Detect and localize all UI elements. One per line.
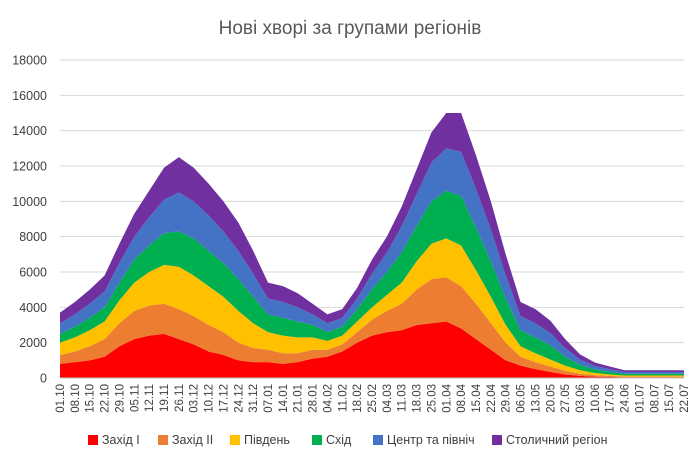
x-tick-label: 01.10 [55, 384, 67, 413]
area-series-3 [60, 238, 684, 377]
x-tick-label: 29.10 [114, 384, 126, 413]
x-tick-label: 22.10 [100, 384, 112, 413]
legend-swatch-6 [492, 435, 502, 445]
y-tick-label: 6000 [19, 266, 47, 280]
area-series-2 [60, 277, 684, 378]
y-tick-label: 12000 [12, 160, 47, 174]
x-tick-label: 08.07 [649, 384, 661, 413]
x-tick-label: 04.03 [382, 384, 394, 413]
x-tick-label: 01.04 [441, 383, 453, 412]
x-tick-label: 17.12 [218, 384, 230, 413]
x-tick-label: 05.11 [129, 384, 141, 412]
legend: Захід I Захід II Південь Схід Центр та півні… [88, 433, 608, 447]
legend-swatch-2 [158, 435, 168, 445]
legend-swatch-4 [312, 435, 322, 445]
x-tick-label: 22.07 [679, 384, 691, 413]
y-tick-label: 14000 [12, 124, 47, 138]
x-tick-label: 14.01 [278, 384, 290, 413]
x-tick-label: 18.03 [412, 384, 424, 413]
y-tick-label: 0 [40, 372, 47, 386]
x-tick-label: 10.06 [590, 384, 602, 413]
x-tick-label: 11.02 [337, 384, 349, 412]
x-tick-label: 17.06 [605, 384, 617, 413]
x-tick-label: 13.05 [530, 384, 542, 413]
x-tick-label: 28.01 [308, 384, 320, 413]
x-tick-label: 25.03 [426, 384, 438, 413]
x-tick-label: 08.10 [70, 384, 82, 413]
x-tick-label: 04.02 [322, 384, 334, 413]
legend-label-3: Південь [244, 433, 290, 447]
y-tick-label: 16000 [12, 89, 47, 103]
legend-label-4: Схід [326, 433, 352, 447]
x-tick-label: 15.04 [471, 383, 483, 412]
y-tick-label: 8000 [19, 230, 47, 244]
x-tick-label: 03.12 [189, 384, 201, 413]
x-tick-label: 31.12 [248, 384, 260, 413]
x-tick-label: 21.01 [293, 384, 305, 413]
legend-label-2: Захід II [172, 433, 213, 447]
x-tick-label: 18.02 [352, 384, 364, 413]
area-series-layer [60, 113, 684, 378]
area-series-1 [60, 321, 684, 378]
chart-title: Нові хворі за групами регіонів [219, 18, 482, 39]
x-tick-label: 03.06 [575, 384, 587, 413]
x-tick-label: 25.02 [367, 384, 379, 413]
x-tick-label: 06.05 [516, 384, 528, 413]
x-tick-label: 01.07 [634, 384, 646, 413]
area-series-6 [60, 113, 684, 372]
x-tick-label: 19.11 [159, 384, 171, 412]
y-tick-label: 10000 [12, 195, 47, 209]
x-tick-label: 15.07 [664, 384, 676, 413]
legend-label-6: Столичний регіон [506, 433, 608, 447]
x-tick-label: 10.12 [204, 384, 216, 413]
legend-label-1: Захід I [102, 433, 140, 447]
x-tick-label: 20.05 [545, 384, 557, 413]
x-tick-label: 22.04 [486, 383, 498, 412]
y-tick-label: 18000 [12, 54, 47, 68]
y-tick-label: 4000 [19, 301, 47, 315]
legend-swatch-5 [373, 435, 383, 445]
x-tick-label: 15.10 [85, 384, 97, 413]
legend-swatch-3 [230, 435, 240, 445]
x-tick-label: 07.01 [263, 384, 275, 413]
y-tick-label: 2000 [19, 336, 47, 350]
legend-swatch-1 [88, 435, 98, 445]
axes: 0 2000 4000 6000 8000 10000 12000 14000 16000 180… [12, 54, 691, 413]
x-tick-label: 26.11 [174, 384, 186, 412]
legend-label-5: Центр та північ [387, 433, 475, 447]
x-tick-label: 29.04 [501, 383, 513, 412]
x-tick-label: 11.03 [397, 384, 409, 412]
x-tick-label: 24.06 [620, 384, 632, 413]
x-tick-label: 27.05 [560, 384, 572, 413]
x-tick-label: 12.11 [144, 384, 156, 412]
x-tick-label: 08.04 [456, 383, 468, 412]
x-tick-label: 24.12 [233, 384, 245, 413]
